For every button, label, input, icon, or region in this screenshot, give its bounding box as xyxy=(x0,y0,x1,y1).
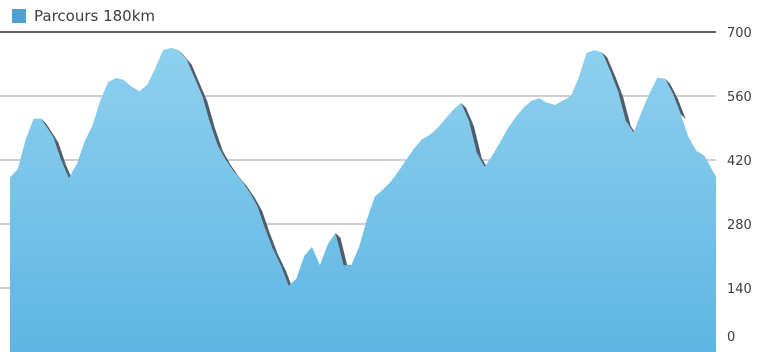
relief-shadow-segment xyxy=(53,137,66,165)
legend: Parcours 180km xyxy=(12,6,155,26)
relief-shadow-segment xyxy=(257,205,270,234)
relief-shadow-segment xyxy=(241,180,255,197)
relief-shadow-segment xyxy=(186,59,200,83)
relief-shadow-segment xyxy=(665,78,678,99)
y-tick-label: 140 xyxy=(727,282,752,297)
legend-swatch xyxy=(12,9,26,23)
relief-shadow-segment xyxy=(617,91,631,127)
elevation-area xyxy=(10,48,716,352)
legend-label: Parcours 180km xyxy=(34,7,156,25)
relief-shadow-segment xyxy=(210,123,223,152)
relief-shadow-segment xyxy=(335,233,349,271)
relief-shadow-segment xyxy=(225,160,239,177)
relief-shadow-segment xyxy=(602,52,616,76)
relief-shadow-segment xyxy=(468,121,482,159)
relief-shadow-segment xyxy=(202,96,216,129)
relief-shadow-segment xyxy=(41,118,59,143)
relief-shadow-segment xyxy=(217,146,231,165)
relief-shadow-segment xyxy=(272,249,286,271)
y-tick-label: 700 xyxy=(727,26,752,41)
y-tick-label: 420 xyxy=(727,154,752,169)
y-tick-label: 280 xyxy=(727,218,752,233)
relief-shadow-segment xyxy=(178,50,192,65)
y-axis-ticks: 700 560 420 280 140 0 xyxy=(727,26,752,345)
relief-shadow-segment xyxy=(461,102,474,127)
relief-shadow-segment xyxy=(672,93,686,120)
relief-shadow-segment xyxy=(610,70,623,97)
y-tick-label: 560 xyxy=(727,90,752,105)
relief-shadow-segment xyxy=(233,171,247,186)
y-tick-label: 0 xyxy=(727,330,735,345)
relief-shadow-segment xyxy=(194,77,208,101)
relief-shadow-segment xyxy=(264,228,278,255)
relief-shadow-segment xyxy=(249,192,263,211)
